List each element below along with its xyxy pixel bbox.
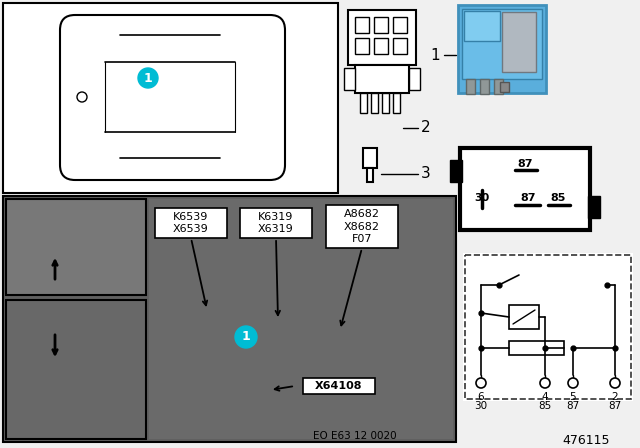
Text: 85: 85 <box>550 193 566 203</box>
Text: 87: 87 <box>609 401 621 411</box>
Text: 2: 2 <box>612 392 618 402</box>
Bar <box>509 305 539 329</box>
Text: 4: 4 <box>541 392 548 402</box>
Bar <box>360 93 367 113</box>
Text: 30: 30 <box>474 193 490 203</box>
Bar <box>509 341 564 355</box>
Text: A8682
X8682
F07: A8682 X8682 F07 <box>344 209 380 244</box>
Bar <box>303 378 375 394</box>
Bar <box>374 38 388 54</box>
Text: 85: 85 <box>538 401 552 411</box>
Circle shape <box>610 378 620 388</box>
Text: 30: 30 <box>474 401 488 411</box>
Bar <box>502 12 536 72</box>
Bar <box>344 68 355 90</box>
Bar <box>240 208 312 238</box>
Bar <box>355 17 369 33</box>
Bar <box>6 300 146 439</box>
Circle shape <box>77 92 87 102</box>
Bar <box>355 65 409 93</box>
Bar <box>371 93 378 113</box>
Bar <box>348 10 416 65</box>
Bar <box>463 253 633 401</box>
Text: 3: 3 <box>421 167 431 181</box>
Bar <box>480 79 489 94</box>
Bar <box>462 9 542 79</box>
Text: 476115: 476115 <box>563 434 610 447</box>
Circle shape <box>235 326 257 348</box>
Bar <box>460 148 590 230</box>
Circle shape <box>568 378 578 388</box>
Text: 6: 6 <box>477 392 484 402</box>
Text: EO E63 12 0020: EO E63 12 0020 <box>313 431 397 441</box>
Bar <box>155 208 227 238</box>
Bar <box>409 68 420 90</box>
Text: 1: 1 <box>242 331 250 344</box>
Bar <box>149 199 453 439</box>
Bar <box>6 199 146 295</box>
Bar <box>465 255 631 399</box>
Text: 1: 1 <box>143 72 152 85</box>
FancyBboxPatch shape <box>60 15 285 180</box>
Bar <box>374 17 388 33</box>
Text: 5: 5 <box>570 392 576 402</box>
Bar <box>3 196 456 442</box>
Text: X64108: X64108 <box>316 381 363 391</box>
Text: 2: 2 <box>421 121 431 135</box>
Bar <box>393 17 407 33</box>
Bar <box>450 160 462 182</box>
Circle shape <box>138 68 158 88</box>
Bar <box>458 5 546 93</box>
Text: 87: 87 <box>517 159 532 169</box>
Bar <box>466 79 475 94</box>
Bar <box>393 93 400 113</box>
Bar <box>494 79 503 94</box>
Bar <box>363 148 377 168</box>
Bar <box>382 93 389 113</box>
Bar <box>3 3 338 193</box>
Bar <box>326 205 398 248</box>
Circle shape <box>476 378 486 388</box>
Bar <box>588 196 600 218</box>
Circle shape <box>540 378 550 388</box>
Bar <box>464 11 500 41</box>
Text: 87: 87 <box>520 193 536 203</box>
Text: 1: 1 <box>430 47 440 63</box>
Bar <box>500 82 509 92</box>
Bar <box>393 38 407 54</box>
Bar <box>355 38 369 54</box>
Text: K6539
X6539: K6539 X6539 <box>173 212 209 234</box>
Text: K6319
X6319: K6319 X6319 <box>258 212 294 234</box>
Text: 87: 87 <box>566 401 580 411</box>
Bar <box>367 168 373 182</box>
